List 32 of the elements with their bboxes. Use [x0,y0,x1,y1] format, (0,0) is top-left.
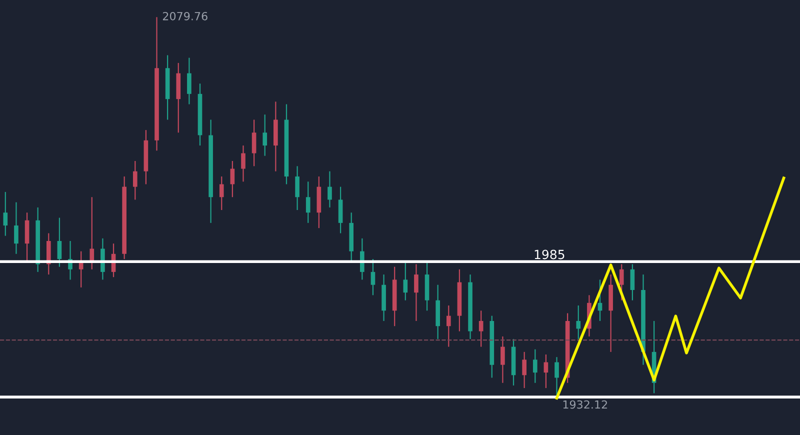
candlestick [57,217,62,268]
candlestick [187,57,192,105]
candlestick [132,160,138,200]
candlestick [630,264,635,301]
ref-line-label: 1985 [534,250,564,260]
candlestick [478,310,484,348]
candlestick [252,119,256,167]
candlestick [14,202,18,254]
candlestick [230,160,235,198]
candlestick [3,191,8,236]
candlestick [328,170,332,208]
candlestick [370,258,376,296]
candlestick [403,261,408,301]
candlestick [500,336,505,384]
candlestick [262,114,268,156]
candlestick [598,279,602,322]
candlestick [295,166,300,211]
candlestick [219,176,224,211]
candlestick [241,144,246,182]
candlestick [306,181,310,224]
annotation: 1932.12 [563,400,607,409]
annotation: 2079.76 [162,12,208,20]
candlestick [522,351,526,389]
candlestick [446,304,451,348]
candlestick [414,264,418,322]
candlestick [46,232,51,276]
candlestick [90,196,94,270]
candlestick [24,212,30,262]
candlestick [544,354,548,389]
candlestick [338,186,343,234]
candlestick [532,348,538,384]
candlestick [576,304,581,340]
